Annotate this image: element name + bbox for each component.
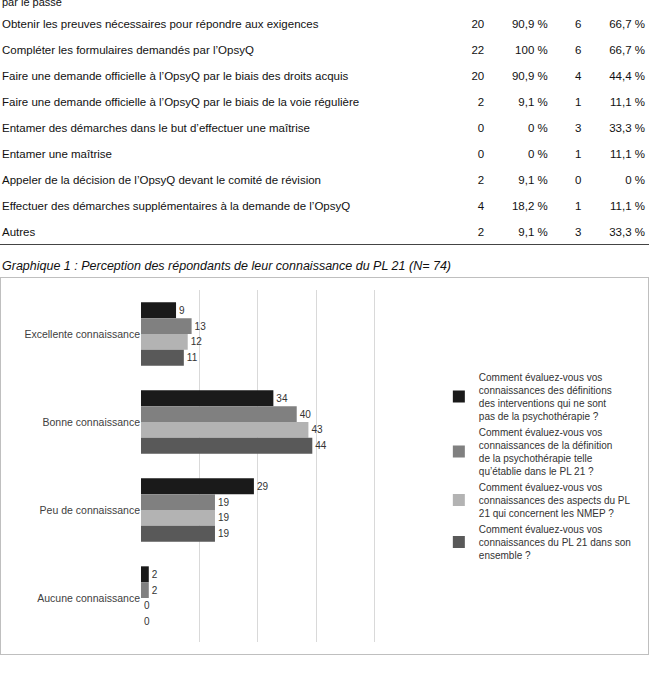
html-text:2: 2 xyxy=(477,173,485,186)
svg-text:12: 12 xyxy=(191,336,203,347)
html-text:9,1 %: 9,1 % xyxy=(518,225,548,238)
html-text:0: 0 xyxy=(575,173,582,186)
html-text:4: 4 xyxy=(477,199,485,212)
html-text:6: 6 xyxy=(575,43,582,56)
svg-text:Peu de connaissance: Peu de connaissance xyxy=(40,504,141,516)
svg-text:9: 9 xyxy=(179,305,185,316)
html-text:66,7 %: 66,7 % xyxy=(609,43,645,56)
html-text:0: 0 xyxy=(477,147,485,160)
svg-text:13: 13 xyxy=(195,321,207,332)
html-text:Appeler de la décision de l’Op: Appeler de la décision de l’OpsyQ devant… xyxy=(2,173,321,186)
svg-text:11: 11 xyxy=(187,352,198,363)
html-text:Entamer des démarches dans le: Entamer des démarches dans le but d’effe… xyxy=(2,121,310,134)
svg-text:34: 34 xyxy=(276,393,288,404)
html-text:Faire une demande officielle à: Faire une demande officielle à l’OpsyQ p… xyxy=(2,95,360,108)
html-text:2: 2 xyxy=(477,225,485,238)
svg-text:0: 0 xyxy=(144,600,150,611)
html-text:Faire une demande officielle à: Faire une demande officielle à l’OpsyQ p… xyxy=(2,69,349,82)
html-text:0 %: 0 % xyxy=(625,173,645,186)
html-text:3: 3 xyxy=(575,225,582,238)
html-text:Compléter les formulaires dema: Compléter les formulaires demandés par l… xyxy=(2,43,254,56)
html-text:2: 2 xyxy=(477,95,485,108)
svg-text:19: 19 xyxy=(218,497,230,508)
svg-text:40: 40 xyxy=(300,409,312,420)
html-text:33,3 %: 33,3 % xyxy=(609,225,645,238)
svg-text:0: 0 xyxy=(144,616,150,627)
html-text:1: 1 xyxy=(575,147,582,160)
html-text:11,1 %: 11,1 % xyxy=(610,95,645,108)
html-text:6: 6 xyxy=(575,17,582,30)
svg-text:Comment évaluez-vous vosconnai: Comment évaluez-vous vosconnaissances de… xyxy=(479,427,612,477)
svg-text:2: 2 xyxy=(152,569,158,580)
html-text:20: 20 xyxy=(471,17,485,30)
html-text:90,9 %: 90,9 % xyxy=(511,17,548,30)
svg-text:29: 29 xyxy=(257,481,269,492)
html-text:20: 20 xyxy=(471,69,485,82)
svg-text:Comment évaluez-vous vosconnai: Comment évaluez-vous vosconnaissances du… xyxy=(479,524,631,561)
html-text:90,9 %: 90,9 % xyxy=(511,69,548,82)
html-text:22: 22 xyxy=(471,43,485,56)
svg-text:19: 19 xyxy=(218,528,230,539)
svg-text:44: 44 xyxy=(315,440,327,451)
svg-text:Bonne connaissance: Bonne connaissance xyxy=(43,416,141,428)
html-text:18,2 %: 18,2 % xyxy=(511,199,548,212)
html-text:4: 4 xyxy=(575,69,582,82)
svg-text:Comment évaluez-vous vosconnai: Comment évaluez-vous vosconnaissances de… xyxy=(479,482,631,519)
html-text:0 %: 0 % xyxy=(527,121,548,134)
html-text:Entamer une maîtrise: Entamer une maîtrise xyxy=(2,147,112,160)
html-text:11,1 %: 11,1 % xyxy=(610,147,645,160)
svg-text:43: 43 xyxy=(311,424,323,435)
html-text:3: 3 xyxy=(575,121,582,134)
html-text:Graphique 1 : Perception des r: Graphique 1 : Perception des répondants … xyxy=(2,259,451,273)
html-text:Autres: Autres xyxy=(2,225,36,238)
svg-text:2: 2 xyxy=(152,585,158,596)
html-text:1: 1 xyxy=(575,199,582,212)
svg-text:Aucune connaissance: Aucune connaissance xyxy=(37,592,140,604)
html-text:9,1 %: 9,1 % xyxy=(518,173,548,186)
html-text:Obtenir les preuves nécessaire: Obtenir les preuves nécessaires pour rép… xyxy=(2,17,319,30)
svg-text:Excellente connaissance: Excellente connaissance xyxy=(24,328,140,340)
html-text:44,4 %: 44,4 % xyxy=(609,69,645,82)
html-text:9,1 %: 9,1 % xyxy=(518,95,548,108)
html-text:1: 1 xyxy=(575,95,582,108)
html-text:Effectuer des démarches supplé: Effectuer des démarches supplémentaires … xyxy=(2,199,351,212)
html-text:100 %: 100 % xyxy=(515,43,548,56)
html-text:11,1 %: 11,1 % xyxy=(610,199,645,212)
html-text:0 %: 0 % xyxy=(527,147,548,160)
html-text:66,7 %: 66,7 % xyxy=(609,17,645,30)
html-text:33,3 %: 33,3 % xyxy=(609,121,645,134)
svg-text:19: 19 xyxy=(218,512,230,523)
svg-text:Comment évaluez-vous vosconnai: Comment évaluez-vous vosconnaissances de… xyxy=(479,372,612,422)
html-text:0: 0 xyxy=(477,121,485,134)
